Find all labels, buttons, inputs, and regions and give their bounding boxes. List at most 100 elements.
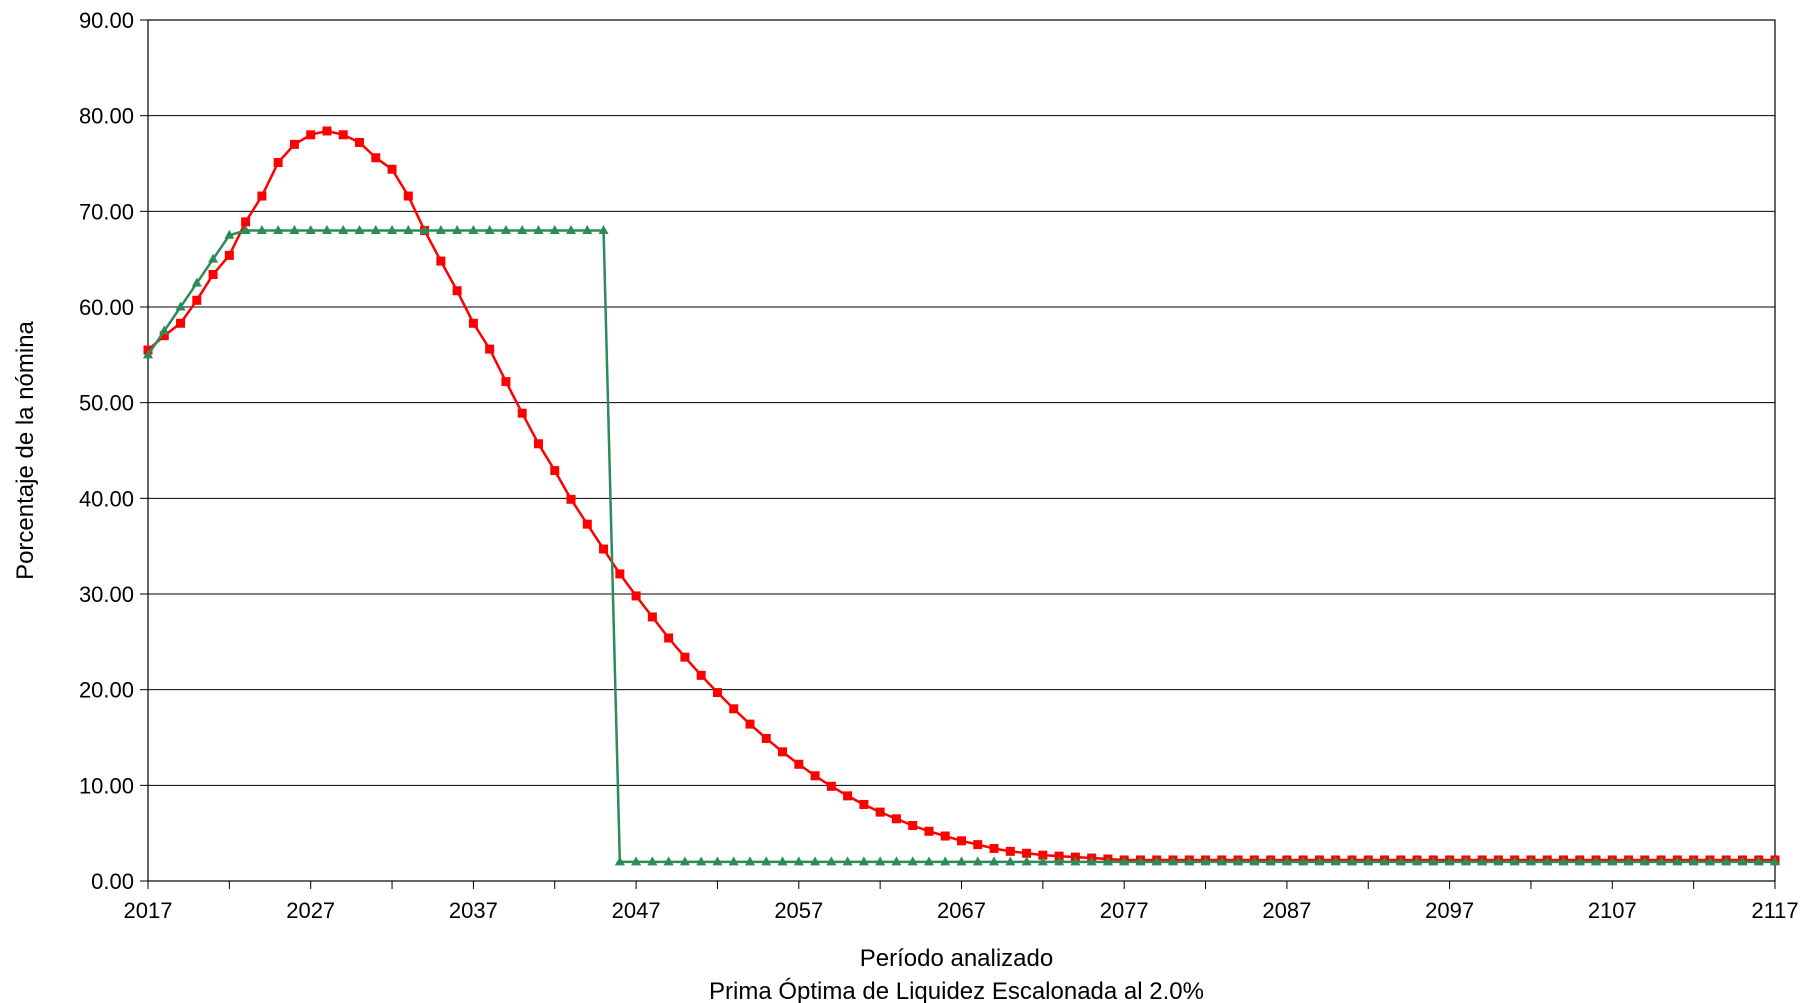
data-point	[778, 747, 788, 757]
data-point	[664, 633, 674, 643]
data-point	[191, 277, 202, 287]
y-tick-label: 30.00	[79, 582, 134, 607]
data-point	[224, 250, 234, 260]
data-point	[550, 466, 560, 476]
y-tick-label: 0.00	[91, 869, 134, 894]
data-point	[957, 836, 966, 846]
y-tick-label: 80.00	[79, 104, 134, 129]
data-point	[1574, 856, 1585, 866]
data-point	[923, 856, 934, 866]
data-point	[501, 377, 511, 387]
data-point	[1721, 856, 1732, 866]
data-point	[1346, 856, 1357, 866]
data-point	[1737, 856, 1748, 866]
data-point	[907, 856, 918, 866]
data-point	[468, 224, 479, 234]
x-tick-label: 2097	[1425, 898, 1474, 923]
data-point	[305, 224, 316, 234]
data-point	[1704, 856, 1715, 866]
data-point	[956, 856, 967, 866]
data-point	[663, 856, 674, 866]
data-point	[891, 814, 901, 824]
data-point	[598, 224, 609, 234]
data-point	[566, 494, 576, 504]
data-point	[745, 719, 755, 729]
y-tick-label: 20.00	[79, 678, 134, 703]
data-point	[1281, 856, 1292, 866]
data-point	[1379, 856, 1390, 866]
data-point	[1200, 856, 1211, 866]
data-point	[647, 856, 658, 866]
data-point	[159, 331, 169, 341]
data-point	[240, 224, 251, 234]
data-point	[696, 670, 706, 680]
x-tick-label: 2077	[1100, 898, 1149, 923]
data-point	[679, 856, 690, 866]
data-point	[908, 821, 918, 831]
data-point	[452, 224, 463, 234]
data-point	[1086, 856, 1097, 866]
data-point	[940, 856, 951, 866]
x-tick-label: 2117	[1751, 898, 1798, 923]
data-point	[1607, 856, 1618, 866]
y-tick-label: 60.00	[79, 295, 134, 320]
data-point	[761, 733, 771, 743]
x-tick-label: 2087	[1262, 898, 1311, 923]
data-point	[1542, 856, 1553, 866]
data-point	[1102, 856, 1113, 866]
data-point	[1249, 856, 1260, 866]
data-point	[192, 295, 202, 305]
data-point	[338, 224, 349, 234]
data-point	[793, 856, 804, 866]
x-tick-label: 2107	[1588, 898, 1637, 923]
data-point	[517, 224, 528, 234]
data-point	[1363, 856, 1374, 866]
data-point	[143, 349, 153, 359]
data-point	[826, 781, 836, 791]
data-point	[859, 799, 869, 809]
data-point	[1525, 856, 1536, 866]
y-tick-label: 50.00	[79, 391, 134, 416]
data-point	[208, 269, 218, 279]
y-tick-label: 10.00	[79, 773, 134, 798]
data-point	[631, 591, 641, 601]
data-point	[1656, 856, 1667, 866]
data-point	[1639, 856, 1650, 866]
data-point	[1493, 856, 1504, 866]
data-point	[273, 158, 283, 168]
data-point	[306, 130, 316, 140]
data-point	[1591, 856, 1602, 866]
data-point	[728, 856, 739, 866]
data-point	[1005, 846, 1015, 856]
data-point	[777, 856, 788, 866]
data-point	[371, 153, 381, 163]
data-point	[1395, 856, 1406, 866]
data-point	[176, 318, 186, 328]
x-tick-label: 2067	[937, 898, 986, 923]
data-point	[712, 856, 723, 866]
data-point	[810, 771, 820, 781]
data-point	[175, 301, 186, 311]
data-point	[403, 224, 414, 234]
data-point	[289, 224, 300, 234]
data-point	[1688, 856, 1699, 866]
data-point	[1428, 856, 1439, 866]
data-point	[1037, 856, 1048, 866]
data-point	[940, 831, 950, 841]
data-point	[1444, 856, 1455, 866]
data-point	[729, 704, 739, 714]
data-point	[1005, 856, 1016, 866]
data-point	[843, 791, 853, 801]
data-point	[387, 224, 398, 234]
data-point	[533, 439, 543, 449]
data-point	[241, 217, 251, 227]
data-point	[1672, 856, 1683, 866]
data-point	[1184, 856, 1195, 866]
data-point	[1623, 856, 1634, 866]
data-point	[533, 224, 544, 234]
data-point	[370, 224, 381, 234]
data-point	[1021, 856, 1032, 866]
data-point	[468, 318, 478, 328]
y-tick-label: 90.00	[79, 8, 134, 33]
